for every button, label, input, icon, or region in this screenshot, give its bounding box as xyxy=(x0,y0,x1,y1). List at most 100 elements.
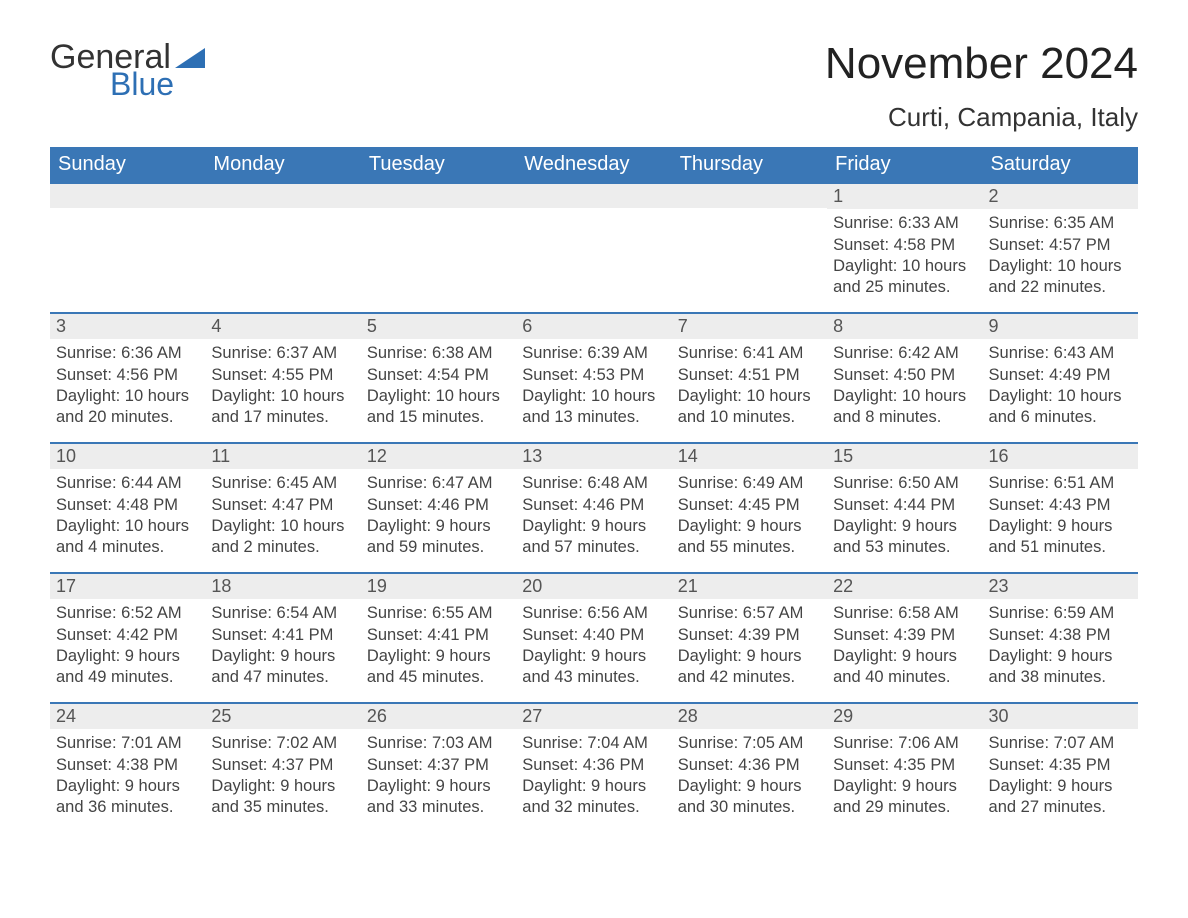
sunset-text: Sunset: 4:46 PM xyxy=(522,495,665,516)
sunrise-text: Sunrise: 6:38 AM xyxy=(367,343,510,364)
day-number: 9 xyxy=(983,312,1138,339)
calendar-cell: 5Sunrise: 6:38 AMSunset: 4:54 PMDaylight… xyxy=(361,312,516,442)
calendar-cell: 26Sunrise: 7:03 AMSunset: 4:37 PMDayligh… xyxy=(361,702,516,832)
sunset-text: Sunset: 4:42 PM xyxy=(56,625,199,646)
calendar-cell: 18Sunrise: 6:54 AMSunset: 4:41 PMDayligh… xyxy=(205,572,360,702)
day-details: Sunrise: 6:49 AMSunset: 4:45 PMDaylight:… xyxy=(672,469,827,559)
sunset-text: Sunset: 4:37 PM xyxy=(367,755,510,776)
calendar-cell xyxy=(672,182,827,312)
day-number: 14 xyxy=(672,442,827,469)
calendar-cell: 2Sunrise: 6:35 AMSunset: 4:57 PMDaylight… xyxy=(983,182,1138,312)
sunrise-text: Sunrise: 6:47 AM xyxy=(367,473,510,494)
daylight-text: Daylight: 10 hours and 4 minutes. xyxy=(56,516,199,558)
day-details: Sunrise: 6:51 AMSunset: 4:43 PMDaylight:… xyxy=(983,469,1138,559)
daylight-text: Daylight: 9 hours and 27 minutes. xyxy=(989,776,1132,818)
sunset-text: Sunset: 4:38 PM xyxy=(989,625,1132,646)
calendar-row: 3Sunrise: 6:36 AMSunset: 4:56 PMDaylight… xyxy=(50,312,1138,442)
day-number: 17 xyxy=(50,572,205,599)
sunset-text: Sunset: 4:50 PM xyxy=(833,365,976,386)
sunset-text: Sunset: 4:58 PM xyxy=(833,235,976,256)
sunrise-text: Sunrise: 6:44 AM xyxy=(56,473,199,494)
daylight-text: Daylight: 10 hours and 20 minutes. xyxy=(56,386,199,428)
day-details: Sunrise: 6:52 AMSunset: 4:42 PMDaylight:… xyxy=(50,599,205,689)
day-details: Sunrise: 7:02 AMSunset: 4:37 PMDaylight:… xyxy=(205,729,360,819)
sunrise-text: Sunrise: 6:48 AM xyxy=(522,473,665,494)
sunrise-text: Sunrise: 6:54 AM xyxy=(211,603,354,624)
calendar-cell xyxy=(516,182,671,312)
sunrise-text: Sunrise: 7:06 AM xyxy=(833,733,976,754)
daylight-text: Daylight: 9 hours and 42 minutes. xyxy=(678,646,821,688)
sunrise-text: Sunrise: 6:52 AM xyxy=(56,603,199,624)
daylight-text: Daylight: 10 hours and 13 minutes. xyxy=(522,386,665,428)
brand-logo: General Blue xyxy=(50,40,205,100)
sunset-text: Sunset: 4:38 PM xyxy=(56,755,199,776)
daylight-text: Daylight: 9 hours and 45 minutes. xyxy=(367,646,510,688)
day-details: Sunrise: 6:57 AMSunset: 4:39 PMDaylight:… xyxy=(672,599,827,689)
day-number: 19 xyxy=(361,572,516,599)
title-block: November 2024 Curti, Campania, Italy xyxy=(825,40,1138,133)
calendar-cell: 25Sunrise: 7:02 AMSunset: 4:37 PMDayligh… xyxy=(205,702,360,832)
calendar-cell: 21Sunrise: 6:57 AMSunset: 4:39 PMDayligh… xyxy=(672,572,827,702)
sunrise-text: Sunrise: 7:04 AM xyxy=(522,733,665,754)
sunrise-text: Sunrise: 6:58 AM xyxy=(833,603,976,624)
calendar-cell: 19Sunrise: 6:55 AMSunset: 4:41 PMDayligh… xyxy=(361,572,516,702)
calendar-cell: 1Sunrise: 6:33 AMSunset: 4:58 PMDaylight… xyxy=(827,182,982,312)
sunset-text: Sunset: 4:39 PM xyxy=(833,625,976,646)
weekday-header: Tuesday xyxy=(361,147,516,182)
calendar-body: 1Sunrise: 6:33 AMSunset: 4:58 PMDaylight… xyxy=(50,182,1138,832)
calendar-cell: 30Sunrise: 7:07 AMSunset: 4:35 PMDayligh… xyxy=(983,702,1138,832)
daylight-text: Daylight: 10 hours and 10 minutes. xyxy=(678,386,821,428)
day-number: 6 xyxy=(516,312,671,339)
empty-day-bar xyxy=(516,182,671,208)
sunset-text: Sunset: 4:43 PM xyxy=(989,495,1132,516)
day-details: Sunrise: 6:48 AMSunset: 4:46 PMDaylight:… xyxy=(516,469,671,559)
day-number: 23 xyxy=(983,572,1138,599)
calendar-row: 10Sunrise: 6:44 AMSunset: 4:48 PMDayligh… xyxy=(50,442,1138,572)
empty-day-bar xyxy=(50,182,205,208)
calendar-cell: 8Sunrise: 6:42 AMSunset: 4:50 PMDaylight… xyxy=(827,312,982,442)
day-details: Sunrise: 7:01 AMSunset: 4:38 PMDaylight:… xyxy=(50,729,205,819)
sunset-text: Sunset: 4:44 PM xyxy=(833,495,976,516)
calendar-cell: 3Sunrise: 6:36 AMSunset: 4:56 PMDaylight… xyxy=(50,312,205,442)
sunrise-text: Sunrise: 6:42 AM xyxy=(833,343,976,364)
day-details: Sunrise: 6:33 AMSunset: 4:58 PMDaylight:… xyxy=(827,209,982,299)
sunrise-text: Sunrise: 7:02 AM xyxy=(211,733,354,754)
calendar-cell: 12Sunrise: 6:47 AMSunset: 4:46 PMDayligh… xyxy=(361,442,516,572)
sunrise-text: Sunrise: 6:55 AM xyxy=(367,603,510,624)
day-number: 3 xyxy=(50,312,205,339)
daylight-text: Daylight: 9 hours and 53 minutes. xyxy=(833,516,976,558)
calendar-cell xyxy=(361,182,516,312)
day-number: 26 xyxy=(361,702,516,729)
day-details: Sunrise: 6:38 AMSunset: 4:54 PMDaylight:… xyxy=(361,339,516,429)
day-number: 2 xyxy=(983,182,1138,209)
sunset-text: Sunset: 4:37 PM xyxy=(211,755,354,776)
day-number: 7 xyxy=(672,312,827,339)
sunrise-text: Sunrise: 6:43 AM xyxy=(989,343,1132,364)
page-header: General Blue November 2024 Curti, Campan… xyxy=(50,40,1138,133)
sunset-text: Sunset: 4:55 PM xyxy=(211,365,354,386)
sunrise-text: Sunrise: 6:33 AM xyxy=(833,213,976,234)
day-number: 12 xyxy=(361,442,516,469)
day-number: 24 xyxy=(50,702,205,729)
day-details: Sunrise: 6:39 AMSunset: 4:53 PMDaylight:… xyxy=(516,339,671,429)
sunrise-text: Sunrise: 6:51 AM xyxy=(989,473,1132,494)
empty-day-bar xyxy=(361,182,516,208)
day-number: 15 xyxy=(827,442,982,469)
day-number: 13 xyxy=(516,442,671,469)
daylight-text: Daylight: 9 hours and 59 minutes. xyxy=(367,516,510,558)
calendar-cell: 23Sunrise: 6:59 AMSunset: 4:38 PMDayligh… xyxy=(983,572,1138,702)
sunset-text: Sunset: 4:47 PM xyxy=(211,495,354,516)
calendar-cell: 28Sunrise: 7:05 AMSunset: 4:36 PMDayligh… xyxy=(672,702,827,832)
sunset-text: Sunset: 4:36 PM xyxy=(678,755,821,776)
calendar-cell xyxy=(205,182,360,312)
calendar-cell: 14Sunrise: 6:49 AMSunset: 4:45 PMDayligh… xyxy=(672,442,827,572)
day-details: Sunrise: 6:54 AMSunset: 4:41 PMDaylight:… xyxy=(205,599,360,689)
day-details: Sunrise: 6:56 AMSunset: 4:40 PMDaylight:… xyxy=(516,599,671,689)
calendar-cell: 16Sunrise: 6:51 AMSunset: 4:43 PMDayligh… xyxy=(983,442,1138,572)
daylight-text: Daylight: 9 hours and 40 minutes. xyxy=(833,646,976,688)
daylight-text: Daylight: 10 hours and 15 minutes. xyxy=(367,386,510,428)
weekday-header: Saturday xyxy=(983,147,1138,182)
sunrise-text: Sunrise: 6:41 AM xyxy=(678,343,821,364)
daylight-text: Daylight: 9 hours and 47 minutes. xyxy=(211,646,354,688)
day-details: Sunrise: 6:44 AMSunset: 4:48 PMDaylight:… xyxy=(50,469,205,559)
